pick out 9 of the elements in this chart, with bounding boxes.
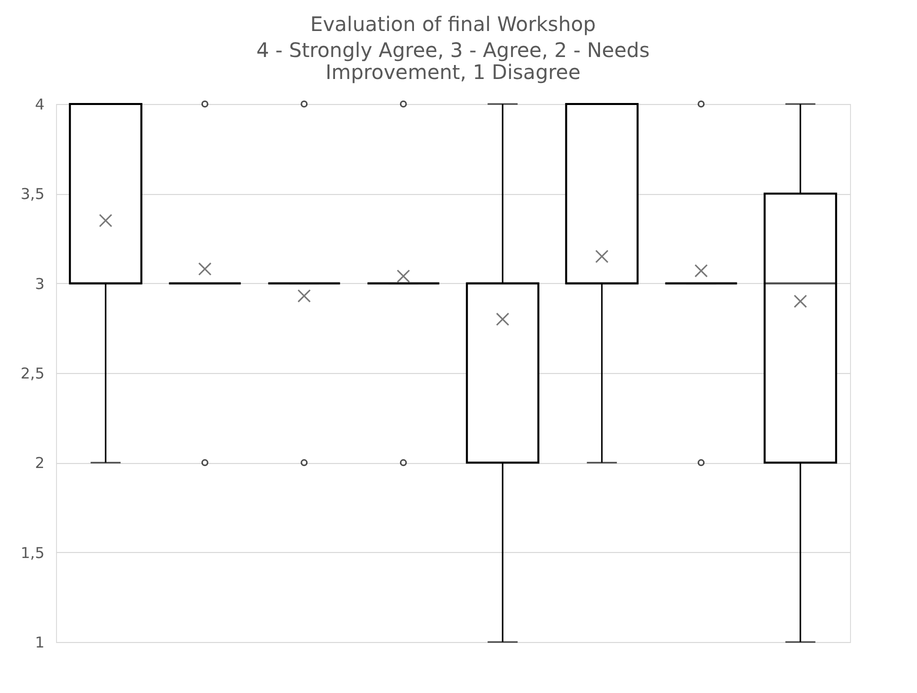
y-tick-label: 3 [34,274,44,293]
y-tick-label: 1,5 [20,544,44,562]
y-tick-label: 1 [34,634,44,652]
y-tick-label: 2 [34,454,44,472]
y-tick-label: 2,5 [20,364,44,382]
y-tick-label: 4 [34,96,44,114]
chart-title: Evaluation of final Workshop [310,12,596,36]
y-tick-label: 3,5 [20,185,44,204]
chart-subtitle: 4 - Strongly Agree, 3 - Agree, 2 - Needs Improvement, 1 Disagree [256,38,650,84]
